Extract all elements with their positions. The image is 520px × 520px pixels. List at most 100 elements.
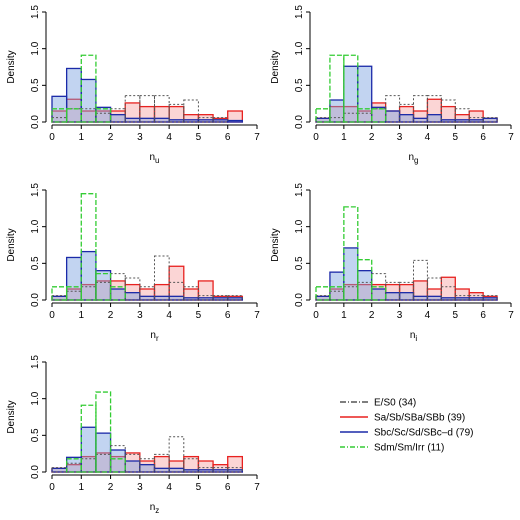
histogram-bar bbox=[384, 110, 401, 123]
histogram-bar bbox=[212, 295, 229, 301]
y-tick-label: 1.0 bbox=[30, 391, 41, 405]
histogram-bar bbox=[468, 117, 484, 123]
x-tick-label: 6 bbox=[480, 310, 486, 321]
histogram-bar bbox=[482, 295, 498, 301]
histogram-bar bbox=[168, 436, 185, 473]
x-tick-label: 3 bbox=[137, 310, 143, 321]
x-axis-label-sub: i bbox=[415, 334, 417, 343]
x-axis-label-sub: r bbox=[156, 334, 159, 343]
histogram-bar bbox=[329, 54, 345, 123]
histogram-bar bbox=[371, 106, 387, 123]
x-axis-label-sub: z bbox=[155, 506, 159, 515]
histogram-bar bbox=[197, 467, 214, 473]
x-tick-label: 3 bbox=[137, 132, 143, 143]
x-tick-label: 4 bbox=[166, 132, 172, 143]
histogram-bar bbox=[80, 193, 97, 301]
histogram-bar bbox=[139, 95, 156, 123]
axes: 0 1 2 3 4 5 6 7 0.0 0.5 1.0 1.5 nu Density bbox=[6, 5, 260, 165]
histogram-bar bbox=[426, 114, 443, 123]
x-tick-label: 1 bbox=[79, 310, 85, 321]
x-tick-label: 6 bbox=[480, 132, 486, 143]
x-tick-label: 5 bbox=[196, 482, 202, 493]
histogram-bar bbox=[197, 295, 214, 301]
histogram-bar bbox=[80, 250, 97, 301]
histogram-bar bbox=[482, 117, 498, 123]
histogram-bar bbox=[482, 117, 498, 123]
x-tick-label: 2 bbox=[369, 310, 375, 321]
legend-entry: E/S0 (34) bbox=[340, 398, 416, 409]
x-axis-label-main: n bbox=[410, 330, 416, 341]
legend-label: Sbc/Sc/Sd/SBc–d (79) bbox=[374, 428, 474, 439]
legend-entry: Sa/Sb/SBa/SBb (39) bbox=[340, 413, 465, 424]
histogram-bar bbox=[109, 286, 126, 301]
y-tick-label: 0.0 bbox=[294, 293, 305, 307]
histogram-panel-2: 0 1 2 3 4 5 6 7 0.0 0.5 1.0 1.5 ng Density bbox=[270, 5, 514, 165]
histogram-bar bbox=[412, 295, 429, 301]
histogram-bar bbox=[227, 295, 243, 301]
histogram-bar bbox=[440, 276, 456, 301]
series-sdm-sm-irr bbox=[315, 54, 387, 123]
histogram-bar bbox=[440, 119, 456, 123]
x-tick-label: 4 bbox=[425, 310, 431, 321]
x-axis-label-main: n bbox=[150, 330, 156, 341]
histogram-bar bbox=[124, 292, 141, 301]
histogram-bar bbox=[227, 467, 243, 473]
x-axis-label-main: n bbox=[149, 152, 155, 163]
series-sdm-sm-irr bbox=[51, 193, 126, 301]
x-tick-label: 5 bbox=[453, 132, 459, 143]
x-tick-label: 1 bbox=[79, 482, 85, 493]
series-sdm-sm-irr bbox=[51, 54, 112, 123]
histogram-bar bbox=[65, 256, 82, 301]
axes: 0 1 2 3 4 5 6 7 0.0 0.5 1.0 1.5 ng Density bbox=[270, 5, 514, 165]
y-tick-label: 1.5 bbox=[294, 183, 305, 197]
histogram-bar bbox=[343, 206, 359, 301]
x-tick-label: 0 bbox=[49, 132, 55, 143]
x-tick-label: 7 bbox=[254, 132, 260, 143]
histogram-bar bbox=[124, 460, 141, 473]
series-sdm-sm-irr bbox=[65, 391, 126, 473]
histogram-bar bbox=[197, 117, 214, 123]
legend-entry: Sbc/Sc/Sd/SBc–d (79) bbox=[340, 428, 474, 439]
histogram-bar bbox=[168, 265, 185, 301]
histogram-bar bbox=[124, 117, 141, 123]
legend-entry: Sdm/Sm/Irr (11) bbox=[340, 443, 444, 454]
x-axis-label: nu bbox=[149, 152, 159, 165]
y-tick-label: 1.0 bbox=[294, 219, 305, 233]
x-tick-label: 5 bbox=[453, 310, 459, 321]
histogram-bar bbox=[168, 295, 185, 301]
legend-label: Sa/Sb/SBa/SBb (39) bbox=[374, 413, 465, 424]
axes: 0 1 2 3 4 5 6 7 0.0 0.5 1.0 1.5 nz Density bbox=[6, 355, 260, 515]
histogram-bar bbox=[454, 295, 470, 301]
x-tick-label: 3 bbox=[137, 482, 143, 493]
x-tick-label: 2 bbox=[369, 132, 375, 143]
histogram-bar bbox=[139, 286, 156, 301]
histogram-bar bbox=[343, 247, 359, 301]
histogram-bar bbox=[183, 458, 199, 473]
histogram-bar bbox=[65, 456, 82, 473]
y-tick-label: 0.0 bbox=[294, 115, 305, 129]
histogram-bar bbox=[329, 99, 345, 123]
histogram-bar bbox=[212, 117, 229, 123]
series-sbc-sc-sd-sbc-d bbox=[315, 247, 498, 301]
histogram-bar bbox=[371, 288, 387, 301]
histogram-bar bbox=[398, 114, 415, 123]
histogram-bar bbox=[153, 295, 170, 301]
x-tick-label: 3 bbox=[397, 132, 403, 143]
x-tick-label: 4 bbox=[166, 482, 172, 493]
series-sbc-sc-sd-sbc-d bbox=[315, 65, 498, 123]
legend-label: E/S0 (34) bbox=[374, 398, 416, 409]
x-tick-label: 4 bbox=[166, 310, 172, 321]
x-tick-label: 3 bbox=[397, 310, 403, 321]
histogram-bar bbox=[440, 286, 456, 301]
x-axis-label: ni bbox=[410, 330, 418, 343]
histogram-bar bbox=[468, 295, 484, 301]
x-tick-label: 0 bbox=[49, 310, 55, 321]
y-tick-label: 1.5 bbox=[30, 355, 41, 369]
histogram-bar bbox=[109, 449, 126, 473]
histogram-bar bbox=[384, 292, 401, 301]
histogram-bar bbox=[95, 272, 112, 301]
y-tick-label: 1.5 bbox=[30, 183, 41, 197]
histogram-bar bbox=[95, 106, 112, 123]
